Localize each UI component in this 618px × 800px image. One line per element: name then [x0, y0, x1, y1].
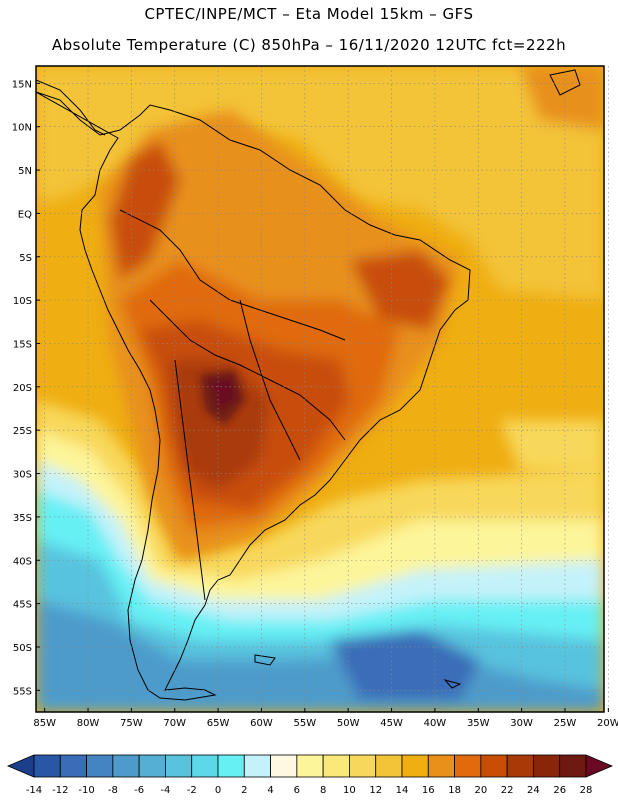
lon-tick-label: 30W [510, 718, 533, 729]
temperature-field [36, 66, 604, 712]
field-cold-pool-neg8 [330, 630, 480, 700]
graticule [36, 66, 609, 712]
colorbar-tick-label: -10 [78, 785, 94, 796]
lon-tick-label: 80W [77, 718, 100, 729]
lat-tick-label: 55S [13, 686, 32, 697]
lat-tick-label: 20S [13, 383, 32, 394]
longitude-axis: 85W 80W 75W 70W 65W 60W 55W 50W 45W 40W 35W 30W 25W 2… [33, 708, 618, 729]
colorbar-band [349, 754, 377, 778]
border-central [149, 299, 346, 441]
lon-tick-label: 40W [424, 718, 447, 729]
colorbar-tick-label: 14 [396, 785, 409, 796]
colorbar-band [270, 754, 298, 778]
lon-tick-label: 70W [163, 718, 186, 729]
colorbar-band [296, 754, 324, 778]
lon-tick-label: 45W [380, 718, 403, 729]
colorbar-band [480, 754, 508, 778]
colorbar-triangle-max [585, 754, 614, 778]
colorbar-band [559, 754, 587, 778]
colorbar-band [243, 754, 271, 778]
lat-tick-label: 45S [13, 600, 32, 611]
field-atlantic-14 [500, 420, 604, 470]
field-chaco-peak [210, 378, 236, 410]
colorbar-tick-label: -12 [52, 785, 68, 796]
lat-tick-label: 5S [19, 253, 32, 264]
lat-tick-label: 30S [13, 470, 32, 481]
falklands [254, 654, 276, 666]
colorbar-band [33, 754, 61, 778]
colorbar-band [401, 754, 429, 778]
colorbar-tick-label: 26 [553, 785, 566, 796]
map-title-line1: CPTEC/INPE/MCT – Eta Model 15km – GFS [144, 5, 474, 23]
latitude-axis: 15N 10N 5N EQ 5S 10S 15S 20S 25S 30S 35S 40S 45S 50S 5… [12, 79, 40, 697]
colorbar-band [375, 754, 403, 778]
colorbar-tick-label: 2 [241, 785, 247, 796]
colorbar-tick-label: -14 [26, 785, 42, 796]
colorbar-tick-label: 16 [422, 785, 435, 796]
lon-tick-label: 50W [337, 718, 360, 729]
colorbar-tick-label: -6 [134, 785, 144, 796]
lat-tick-label: 15N [12, 79, 32, 90]
colorbar-tick-label: 6 [294, 785, 300, 796]
field-andes-north-24 [110, 140, 180, 280]
colorbar-band [506, 754, 534, 778]
colorbar-tick-label: 18 [448, 785, 461, 796]
lat-tick-label: 15S [13, 339, 32, 350]
colorbar-tick-label: 24 [527, 785, 540, 796]
lon-tick-label: 55W [294, 718, 317, 729]
colorbar-tick-label: -4 [160, 785, 170, 796]
colorbar-band [112, 754, 140, 778]
colorbar-band [217, 754, 245, 778]
colorbar-tick-label: -2 [187, 785, 197, 796]
colorbar-tick-label: 0 [215, 785, 221, 796]
colorbar-tick-label: 28 [580, 785, 593, 796]
lon-tick-label: 75W [120, 718, 143, 729]
colorbar-tick-label: 20 [474, 785, 487, 796]
caribbean-islands [549, 69, 581, 96]
border-chile-argentina [174, 359, 206, 601]
colorbar-band [86, 754, 114, 778]
lat-tick-label: 5N [18, 166, 32, 177]
border-brazil-west [239, 299, 301, 461]
field-ne-corner-20 [520, 66, 604, 130]
colorbar-tick-label: 8 [320, 785, 326, 796]
colorbar-band [191, 754, 219, 778]
lat-tick-label: 10N [12, 123, 32, 134]
lon-tick-label: 65W [207, 718, 230, 729]
map-title-line2: Absolute Temperature (C) 850hPa – 16/11/… [51, 36, 567, 54]
colorbar-tick-label: 10 [343, 785, 356, 796]
colorbar-band [454, 754, 482, 778]
field-ne-brazil-24 [350, 250, 450, 330]
lat-tick-label: EQ [18, 209, 32, 220]
lat-tick-label: 40S [13, 556, 32, 567]
central-america-coast [36, 79, 106, 136]
south-georgia [443, 679, 462, 689]
lon-tick-label: 25W [554, 718, 577, 729]
lon-tick-label: 20W [597, 718, 618, 729]
colorbar-band [138, 754, 166, 778]
colorbar-tick-label: -8 [108, 785, 118, 796]
colorbar-tick-label: 4 [267, 785, 273, 796]
map-frame [35, 65, 605, 713]
lon-tick-label: 85W [33, 718, 56, 729]
colorbar-tick-label: 22 [501, 785, 514, 796]
colorbar-band [165, 754, 193, 778]
lat-tick-label: 10S [13, 296, 32, 307]
colorbar: -14 -12 -10 -8 -6 -4 -2 0 2 4 6 8 10 12 14 16 18 20 22 24 26… [6, 754, 614, 796]
lat-tick-label: 50S [13, 643, 32, 654]
coastlines [36, 69, 581, 701]
colorbar-band [322, 754, 350, 778]
colorbar-tick-label: 12 [369, 785, 382, 796]
lat-tick-label: 25S [13, 426, 32, 437]
colorbar-triangle-min [6, 754, 35, 778]
colorbar-band [59, 754, 87, 778]
lon-tick-label: 60W [250, 718, 273, 729]
colorbar-band [427, 754, 455, 778]
lon-tick-label: 35W [467, 718, 490, 729]
lat-tick-label: 35S [13, 513, 32, 524]
colorbar-band [533, 754, 561, 778]
south-america-coast [36, 91, 471, 701]
field-land-26 [170, 360, 270, 490]
